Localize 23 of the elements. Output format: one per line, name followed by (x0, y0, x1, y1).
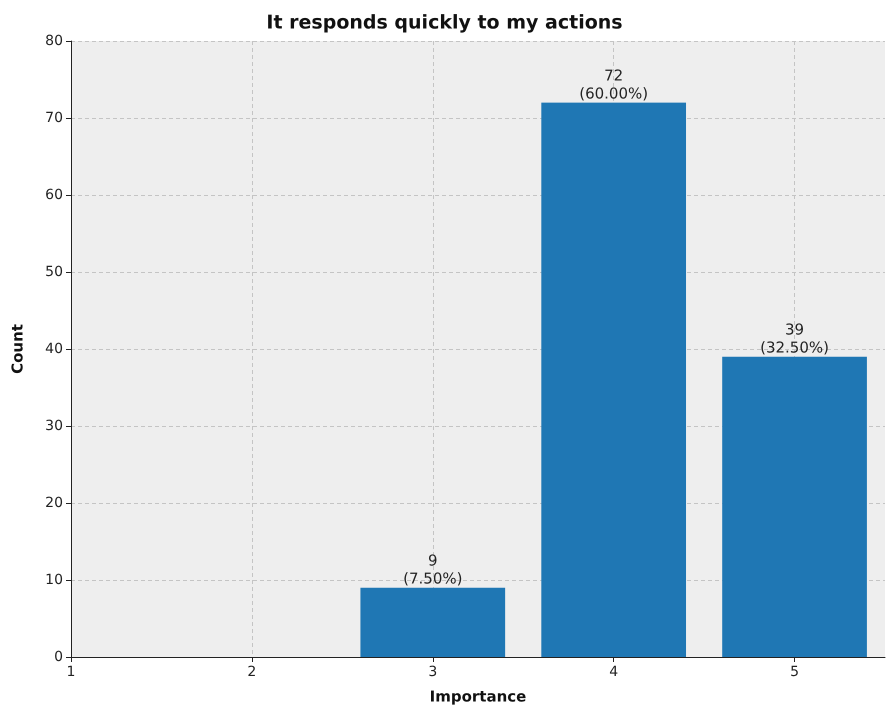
x-tick-label: 5 (790, 664, 800, 680)
y-tick-label: 40 (45, 341, 63, 357)
y-tick-label: 30 (45, 418, 63, 434)
x-tick-label: 2 (247, 664, 256, 680)
data-label: 9 (7.50%) (403, 552, 462, 588)
x-tick-label: 4 (609, 664, 618, 680)
y-tick-label: 0 (54, 649, 63, 665)
data-label: 72 (60.00%) (579, 66, 648, 103)
x-tick-label: 3 (428, 664, 438, 680)
data-label: 39 (32.50%) (760, 320, 830, 357)
y-tick-label: 10 (45, 572, 63, 588)
bar (541, 102, 686, 657)
y-tick-label: 70 (45, 110, 63, 126)
y-tick-label: 20 (45, 495, 63, 511)
y-tick-label: 50 (45, 264, 63, 280)
bar (722, 356, 867, 657)
y-tick-label: 60 (45, 187, 63, 203)
y-tick-label: 80 (45, 33, 63, 49)
y-axis-title: Count (8, 324, 26, 374)
bar (360, 588, 506, 657)
x-axis-title: Importance (430, 688, 526, 706)
x-tick-label: 1 (66, 664, 76, 680)
chart-title: It responds quickly to my actions (266, 12, 623, 34)
